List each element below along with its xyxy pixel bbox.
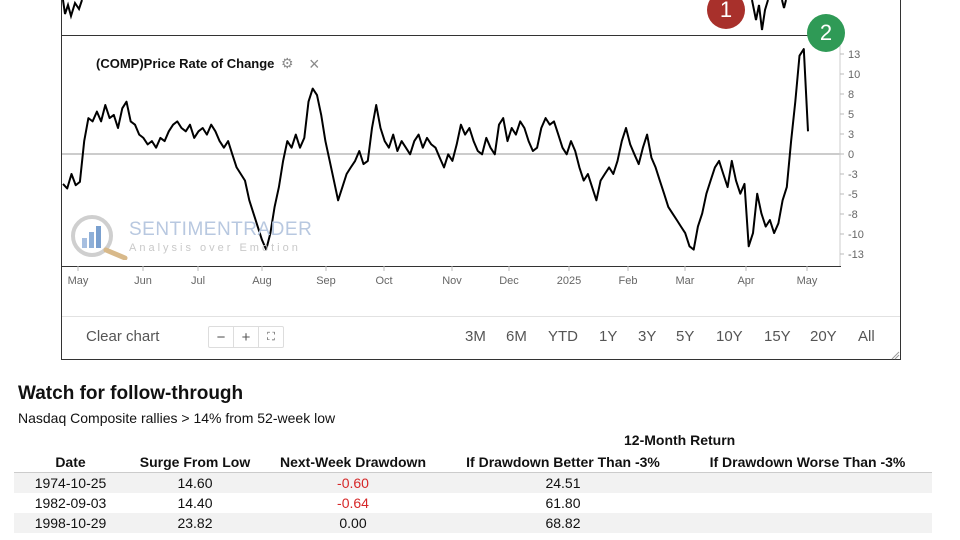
range-all-button[interactable]: All xyxy=(858,328,875,345)
cell-return-better: 24.51 xyxy=(443,472,683,493)
table-group-header: 12-Month Return xyxy=(624,432,736,448)
header-date: Date xyxy=(14,452,127,473)
range-5y-button[interactable]: 5Y xyxy=(676,328,695,345)
range-1y-button[interactable]: 1Y xyxy=(599,328,618,345)
table-row: 1998-10-29 23.82 0.00 68.82 xyxy=(14,513,932,533)
range-10y-button[interactable]: 10Y xyxy=(716,328,743,345)
watermark-tagline: Analysis over Emotion xyxy=(129,242,301,254)
x-tick-label: Mar xyxy=(676,275,695,287)
cell-return-better: 61.80 xyxy=(545,495,581,511)
annotation-badge-1: 1 xyxy=(707,0,745,29)
x-tick-label: Nov xyxy=(442,275,462,287)
top-panel-fragment-right xyxy=(751,0,787,31)
table-row: 1982-09-03 14.40 -0.64 61.80 xyxy=(14,493,932,513)
table-header-row: Date Surge From Low Next-Week Drawdown I… xyxy=(14,452,932,473)
section-title: Watch for follow-through xyxy=(18,383,244,404)
x-tick-label: May xyxy=(797,275,818,287)
cell-drawdown: -0.64 xyxy=(337,495,369,511)
panel-divider xyxy=(61,35,841,36)
cell-surge: 23.82 xyxy=(127,513,263,533)
watermark-name: SENTIMENTRADER xyxy=(129,219,313,240)
cell-return-worse xyxy=(683,493,932,513)
table-row: 1974-10-25 14.60 -0.60 24.51 xyxy=(14,472,932,493)
header-surge-from-low: Surge From Low xyxy=(127,452,263,473)
x-tick-label: 2025 xyxy=(557,275,581,287)
y-tick-label: 5 xyxy=(848,109,854,121)
x-tick-label: Sep xyxy=(316,275,336,287)
y-tick-label: -3 xyxy=(848,169,858,181)
cell-date: 1998-10-29 xyxy=(14,513,127,533)
y-tick-label: 3 xyxy=(848,129,854,141)
x-tick-label: Oct xyxy=(375,275,392,287)
y-tick-label: 8 xyxy=(848,89,854,101)
cell-date: 1982-09-03 xyxy=(34,495,107,511)
range-3m-button[interactable]: 3M xyxy=(465,328,486,345)
gear-icon[interactable]: ⚙ xyxy=(281,55,294,71)
close-icon[interactable]: × xyxy=(309,54,320,74)
x-tick-label: Jul xyxy=(191,275,205,287)
clear-chart-button[interactable]: Clear chart xyxy=(86,328,160,345)
results-table: Date Surge From Low Next-Week Drawdown I… xyxy=(14,452,932,533)
x-tick-label: Jun xyxy=(134,275,152,287)
cell-drawdown: 0.00 xyxy=(263,513,443,533)
cell-surge: 14.40 xyxy=(177,495,213,511)
range-15y-button[interactable]: 15Y xyxy=(764,328,791,345)
chart-title: (COMP)Price Rate of Change xyxy=(96,56,275,71)
y-tick-label: -13 xyxy=(848,249,864,261)
watermark-magnifier-icon xyxy=(71,215,128,261)
cell-return-better: 68.82 xyxy=(443,513,683,533)
header-drawdown-worse: If Drawdown Worse Than -3% xyxy=(683,452,932,473)
x-tick-label: Apr xyxy=(737,275,754,287)
zoom-in-button[interactable]: + xyxy=(234,327,259,347)
x-tick-label: Feb xyxy=(619,275,638,287)
y-tick-label: -5 xyxy=(848,189,858,201)
chart-toolbar xyxy=(62,316,900,359)
roc-series-line xyxy=(62,48,809,251)
top-panel-fragment-left xyxy=(62,0,83,20)
cell-surge: 14.60 xyxy=(127,472,263,493)
zoom-out-button[interactable]: − xyxy=(209,327,234,347)
range-ytd-button[interactable]: YTD xyxy=(548,328,578,345)
cell-date: 1974-10-25 xyxy=(14,472,127,493)
x-axis-line xyxy=(61,266,841,267)
cell-return-worse xyxy=(683,513,932,533)
chart-panel xyxy=(61,0,901,360)
section-subtitle: Nasdaq Composite rallies > 14% from 52-w… xyxy=(18,410,336,426)
header-next-week-drawdown: Next-Week Drawdown xyxy=(263,452,443,473)
cell-drawdown: -0.60 xyxy=(263,472,443,493)
range-20y-button[interactable]: 20Y xyxy=(810,328,837,345)
y-tick-label: 0 xyxy=(848,149,854,161)
x-tick-label: Dec xyxy=(499,275,519,287)
annotation-badge-2: 2 xyxy=(807,14,845,52)
y-tick-label: 13 xyxy=(848,49,860,61)
x-tick-label: Aug xyxy=(252,275,272,287)
y-tick-label: 10 xyxy=(848,69,860,81)
watermark-logo xyxy=(70,214,128,261)
resize-handle-icon[interactable] xyxy=(890,350,900,360)
fit-icon[interactable]: ⛶ xyxy=(267,330,275,343)
range-6m-button[interactable]: 6M xyxy=(506,328,527,345)
range-3y-button[interactable]: 3Y xyxy=(638,328,657,345)
cell-return-worse xyxy=(683,472,932,493)
y-tick-label: -10 xyxy=(848,229,864,241)
header-drawdown-better: If Drawdown Better Than -3% xyxy=(443,452,683,473)
x-tick-label: May xyxy=(68,275,89,287)
zoom-controls: − + ⛶ xyxy=(208,326,284,348)
y-tick-label: -8 xyxy=(848,209,858,221)
